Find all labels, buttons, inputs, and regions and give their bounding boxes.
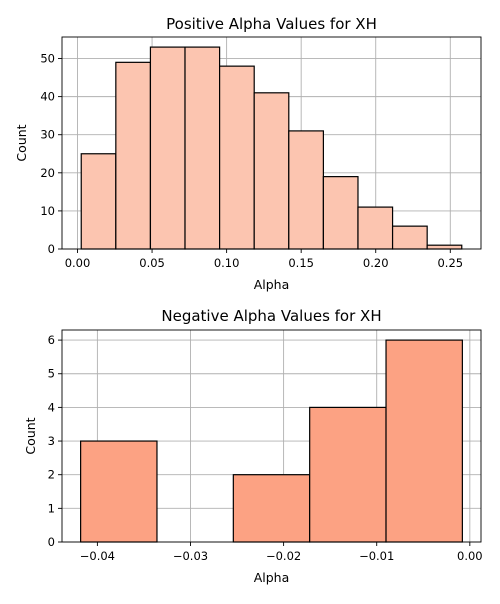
histogram-bar — [149, 46, 186, 250]
histogram-bar — [391, 225, 428, 250]
x-tick-label: −0.04 — [80, 549, 115, 563]
histogram-bar — [232, 474, 311, 543]
histogram-bar — [219, 65, 255, 250]
y-tick-label: 10 — [40, 204, 55, 218]
x-axis-ticks: −0.04 −0.03 −0.02 −0.01 0.00 — [80, 542, 483, 563]
histogram-bar — [426, 244, 463, 250]
y-tick-label: 6 — [48, 333, 55, 347]
y-tick-label: 0 — [48, 535, 55, 549]
y-tick-label: 2 — [48, 468, 55, 482]
y-axis-ticks: 0 10 20 30 40 50 — [40, 52, 62, 256]
histogram-bar — [322, 176, 359, 250]
y-axis-label: Count — [23, 417, 38, 454]
y-tick-label: 3 — [48, 434, 55, 448]
chart-title: Negative Alpha Values for XH — [161, 307, 381, 325]
histogram-bar — [80, 153, 117, 250]
histogram-bar — [184, 46, 221, 250]
x-tick-label: −0.02 — [266, 549, 301, 563]
y-tick-label: 50 — [40, 52, 55, 66]
histogram-bar — [309, 406, 387, 543]
negative-alpha-histogram: Negative Alpha Values for XH −0.04 −0.03−… — [23, 307, 483, 585]
x-axis-label: Alpha — [254, 277, 290, 292]
y-tick-label: 1 — [48, 501, 55, 515]
histogram-bar — [288, 130, 324, 250]
y-tick-label: 20 — [40, 166, 55, 180]
plot-frame — [61, 36, 482, 250]
x-axis-label: Alpha — [254, 570, 290, 585]
histogram-bar — [385, 339, 463, 543]
x-tick-label: 0.20 — [363, 256, 389, 270]
x-axis-ticks: 0.00 0.05 0.10 0.15 0.20 0.25 — [65, 249, 463, 270]
x-tick-label: 0.25 — [437, 256, 463, 270]
bars — [80, 339, 463, 543]
y-tick-label: 5 — [48, 367, 55, 381]
x-tick-label: 0.00 — [457, 549, 483, 563]
x-tick-label: 0.05 — [139, 256, 165, 270]
histogram-bar — [253, 92, 290, 250]
y-axis-label: Count — [14, 124, 29, 161]
chart-title: Positive Alpha Values for XH — [166, 15, 377, 33]
x-tick-label: 0.10 — [214, 256, 240, 270]
bars — [80, 46, 463, 250]
x-tick-label: −0.01 — [359, 549, 394, 563]
y-tick-label: 4 — [48, 400, 55, 414]
y-tick-label: 0 — [48, 242, 55, 256]
y-tick-label: 30 — [40, 128, 55, 142]
y-axis-ticks: 0 1 2 3 4 5 6 — [48, 333, 62, 549]
positive-alpha-histogram: Positive Alpha Values for XH 0.00 0.05 0.1… — [14, 15, 482, 292]
histogram-bar — [80, 440, 158, 543]
histogram-bar — [357, 206, 394, 250]
plot-frame — [61, 329, 482, 543]
x-tick-label: 0.15 — [288, 256, 314, 270]
x-tick-label: −0.03 — [173, 549, 208, 563]
x-tick-label: 0.00 — [65, 256, 91, 270]
y-tick-label: 40 — [40, 90, 55, 104]
histogram-bar — [115, 61, 152, 250]
